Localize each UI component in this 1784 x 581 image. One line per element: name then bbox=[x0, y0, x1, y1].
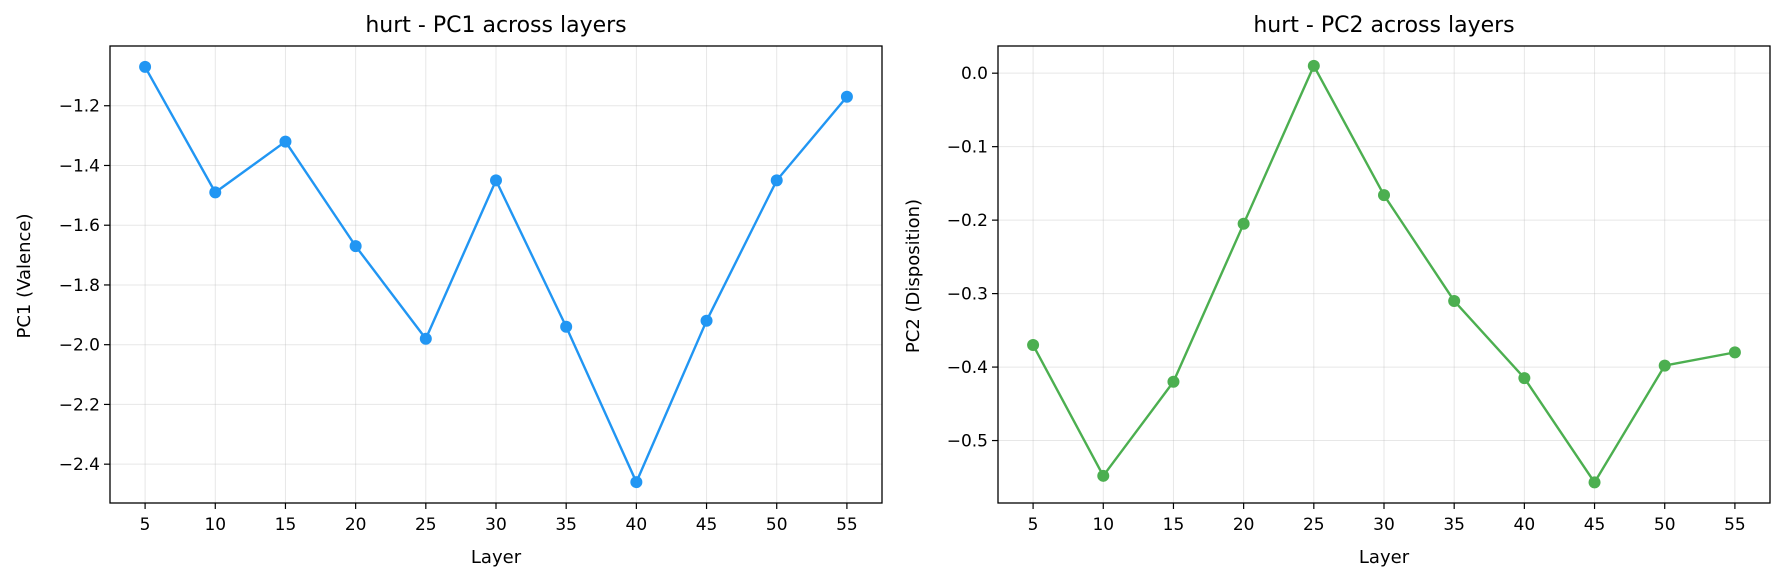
pc2-y-tick-label: −0.5 bbox=[947, 432, 988, 452]
pc2-data-point bbox=[1378, 189, 1390, 202]
pc1-y-tick-label: −2.4 bbox=[59, 455, 100, 475]
pc1-data-point bbox=[279, 135, 292, 148]
pc2-y-tick-label: −0.1 bbox=[947, 138, 988, 158]
pc2-data-point bbox=[1097, 469, 1110, 482]
pc2-y-axis-label: PC2 (Disposition) bbox=[903, 199, 924, 353]
pc1-panel: hurt - PC1 across layers Layer PC1 (Vale… bbox=[14, 13, 883, 568]
pc2-x-tick-label: 55 bbox=[1724, 515, 1746, 535]
pc1-x-tick-label: 55 bbox=[836, 515, 858, 535]
pc2-y-tick-label: −0.3 bbox=[947, 285, 988, 305]
pc2-x-tick-label: 45 bbox=[1584, 515, 1606, 535]
pc2-x-tick-label: 35 bbox=[1443, 515, 1465, 535]
pc2-grid bbox=[998, 46, 1770, 503]
pc1-x-axis-label: Layer bbox=[471, 547, 522, 568]
pc2-ticks: 5 10 15 20 25 30 35 40 45 50 55 −0.5 −0.4 −0.3 −0.2 −0.… bbox=[947, 64, 1746, 535]
pc2-panel: hurt - PC2 across layers Layer PC2 (Disp… bbox=[903, 13, 1771, 568]
pc2-data-point bbox=[1518, 372, 1531, 385]
pc2-data-point bbox=[1167, 375, 1180, 388]
pc1-y-tick-label: −2.0 bbox=[59, 336, 100, 356]
pc1-x-tick-label: 45 bbox=[696, 515, 718, 535]
pc1-x-tick-label: 30 bbox=[485, 515, 507, 535]
pc2-x-tick-label: 10 bbox=[1092, 515, 1114, 535]
pc2-x-tick-label: 20 bbox=[1233, 515, 1255, 535]
pc2-x-tick-label: 30 bbox=[1373, 515, 1395, 535]
pc2-data-point bbox=[1307, 59, 1320, 72]
pc1-data-point bbox=[139, 60, 152, 73]
pc1-x-tick-label: 35 bbox=[555, 515, 577, 535]
pc2-chart-title: hurt - PC2 across layers bbox=[1253, 13, 1514, 38]
pc2-data-point bbox=[1658, 359, 1671, 372]
pc1-y-tick-label: −1.6 bbox=[59, 216, 100, 236]
pc1-y-tick-label: −2.2 bbox=[59, 395, 100, 415]
pc2-data-point bbox=[1728, 346, 1741, 359]
pc1-y-tick-label: −1.4 bbox=[59, 156, 100, 176]
pc1-data-point bbox=[419, 332, 432, 345]
pc2-y-tick-label: −0.4 bbox=[947, 358, 988, 378]
pc2-data-point bbox=[1588, 476, 1601, 489]
pc1-data-point bbox=[349, 240, 362, 253]
pc1-y-axis-label: PC1 (Valence) bbox=[14, 213, 35, 338]
pc2-x-tick-label: 15 bbox=[1163, 515, 1185, 535]
pc1-data-point bbox=[490, 174, 502, 187]
pc2-x-tick-label: 40 bbox=[1514, 515, 1536, 535]
pc1-y-tick-label: −1.8 bbox=[59, 276, 100, 296]
pc2-data-point bbox=[1448, 294, 1461, 307]
pc1-x-tick-label: 40 bbox=[626, 515, 648, 535]
pc2-data-point bbox=[1027, 339, 1040, 352]
pc1-data-point bbox=[630, 476, 643, 489]
pc1-series bbox=[139, 60, 853, 489]
pc1-data-point bbox=[700, 314, 713, 327]
pc1-data-point bbox=[209, 186, 222, 199]
pc1-data-point bbox=[840, 90, 853, 103]
pc2-x-tick-label: 25 bbox=[1303, 515, 1325, 535]
pc1-ticks: 5 10 15 20 25 30 35 40 45 50 55 −2.4 −2.2 −2.0 −1.8 −1.… bbox=[59, 97, 858, 535]
pc1-x-tick-label: 10 bbox=[204, 515, 226, 535]
pc1-x-tick-label: 25 bbox=[415, 515, 437, 535]
pc1-data-point bbox=[560, 320, 573, 333]
pc1-x-tick-label: 5 bbox=[140, 515, 151, 535]
pc2-y-tick-label: −0.2 bbox=[947, 211, 988, 231]
pc1-x-tick-label: 15 bbox=[275, 515, 297, 535]
pc1-chart-title: hurt - PC1 across layers bbox=[365, 13, 626, 38]
pc1-x-tick-label: 20 bbox=[345, 515, 367, 535]
pc1-data-point bbox=[770, 174, 783, 187]
pc2-y-tick-label: 0.0 bbox=[961, 64, 988, 84]
pc2-data-point bbox=[1237, 217, 1250, 230]
pc2-x-tick-label: 5 bbox=[1028, 515, 1039, 535]
pc1-y-tick-label: −1.2 bbox=[59, 97, 100, 117]
pc2-series bbox=[1027, 59, 1741, 489]
pc1-x-tick-label: 50 bbox=[766, 515, 788, 535]
pc2-x-tick-label: 50 bbox=[1654, 515, 1676, 535]
pc2-x-axis-label: Layer bbox=[1359, 547, 1410, 568]
pc1-grid bbox=[110, 46, 882, 503]
